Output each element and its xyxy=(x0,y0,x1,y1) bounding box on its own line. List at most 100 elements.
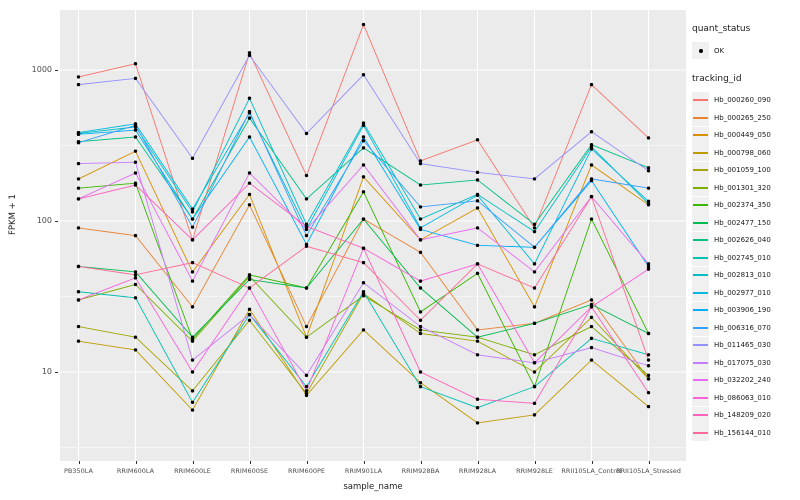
data-point xyxy=(190,408,195,412)
y-tick-label: 10 xyxy=(41,367,52,376)
data-point xyxy=(247,51,252,55)
legend-line-icon xyxy=(693,116,708,119)
data-point xyxy=(532,222,537,227)
legend-line-icon xyxy=(693,396,708,399)
legend-item-Hb_032202_240: Hb_032202_240 xyxy=(692,371,798,389)
data-point xyxy=(304,335,309,339)
legend-key-swatch xyxy=(692,371,709,389)
x-tick-mark xyxy=(306,461,308,464)
data-point xyxy=(475,397,480,401)
data-point xyxy=(133,160,138,164)
data-point xyxy=(304,233,309,238)
x-tick-label-RRIM928LA: RRIM928LA xyxy=(458,467,497,475)
data-point xyxy=(475,339,480,343)
x-tick-mark xyxy=(648,461,650,464)
data-point xyxy=(361,260,366,265)
legend-line-icon xyxy=(693,239,708,241)
legend-item-Hb_003906_190: Hb_003906_190 xyxy=(692,301,798,319)
data-point xyxy=(418,286,423,290)
data-point xyxy=(589,163,594,167)
legend-label: Hb_002626_040 xyxy=(714,236,771,244)
legend-line-icon xyxy=(693,361,708,364)
data-point xyxy=(475,243,480,248)
data-point xyxy=(247,286,252,290)
data-point xyxy=(589,305,594,309)
data-point xyxy=(76,226,81,230)
legend-item-ok: OK xyxy=(692,42,798,59)
data-point xyxy=(532,321,537,326)
data-point xyxy=(190,370,195,374)
data-point xyxy=(532,353,537,357)
data-point xyxy=(304,373,309,378)
data-point xyxy=(532,226,537,230)
legend-key-swatch xyxy=(692,301,709,319)
data-point xyxy=(532,262,537,266)
data-point xyxy=(76,324,81,329)
data-point xyxy=(589,345,594,350)
data-point xyxy=(646,186,651,190)
data-point xyxy=(475,328,480,332)
legend-label: Hb_000260_090 xyxy=(714,96,771,104)
legend-item-Hb_001059_100: Hb_001059_100 xyxy=(692,161,798,179)
legend-item-Hb_000798_060: Hb_000798_060 xyxy=(692,144,798,161)
data-point xyxy=(247,96,252,100)
data-point xyxy=(475,170,480,175)
x-tick-mark xyxy=(420,461,422,464)
legend-label: Hb_001059_100 xyxy=(714,166,771,174)
data-point xyxy=(247,318,252,322)
data-point xyxy=(247,53,252,58)
data-point xyxy=(589,177,594,181)
data-point xyxy=(418,318,423,322)
legend-key-swatch xyxy=(692,406,709,424)
data-point xyxy=(133,123,138,128)
legend-key-swatch xyxy=(692,266,709,284)
x-tick-label-RRIM928BA: RRIM928BA xyxy=(401,467,440,475)
legend-line-icon xyxy=(693,326,708,329)
data-point xyxy=(532,305,537,309)
data-point xyxy=(532,413,537,417)
x-tick-mark xyxy=(591,461,593,464)
data-point xyxy=(361,281,366,285)
y-tick-mark xyxy=(55,372,58,373)
legend-line-icon xyxy=(693,221,708,224)
data-point xyxy=(190,156,195,161)
legend-label: Hb_000798_060 xyxy=(714,148,771,157)
data-point xyxy=(589,336,594,341)
legend-key-swatch xyxy=(692,161,709,179)
legend-line-icon xyxy=(693,291,708,294)
x-tick-mark xyxy=(249,461,251,464)
data-point xyxy=(646,404,651,409)
legend-label: Hb_002745_010 xyxy=(714,253,771,262)
x-tick-mark xyxy=(477,461,479,464)
legend-line-icon xyxy=(693,274,708,276)
data-point xyxy=(133,76,138,81)
data-point xyxy=(361,217,366,221)
legend-line-icon xyxy=(693,431,708,434)
legend-item-Hb_000265_250: Hb_000265_250 xyxy=(692,109,798,126)
legend-key-swatch xyxy=(692,319,709,336)
data-point xyxy=(418,370,423,374)
data-point xyxy=(190,305,195,309)
y-tick-mark xyxy=(55,221,58,222)
data-point xyxy=(247,312,252,317)
data-point xyxy=(475,421,480,425)
data-point xyxy=(190,270,195,274)
legend-item-Hb_156144_010: Hb_156144_010 xyxy=(692,424,798,441)
data-point xyxy=(418,238,423,242)
data-point xyxy=(76,82,81,87)
x-tick-mark xyxy=(192,461,194,464)
data-point xyxy=(532,361,537,365)
data-point xyxy=(133,128,138,132)
data-point xyxy=(133,233,138,238)
data-point xyxy=(247,307,252,312)
legend-label: Hb_006316_070 xyxy=(714,323,771,332)
data-point xyxy=(475,226,480,230)
y-tick-mark xyxy=(55,70,58,71)
legend-label: Hb_011465_030 xyxy=(714,341,771,349)
data-point xyxy=(589,130,594,134)
data-point xyxy=(247,171,252,175)
data-point xyxy=(532,286,537,290)
data-point xyxy=(133,183,138,187)
data-point xyxy=(589,217,594,221)
data-point xyxy=(532,401,537,406)
